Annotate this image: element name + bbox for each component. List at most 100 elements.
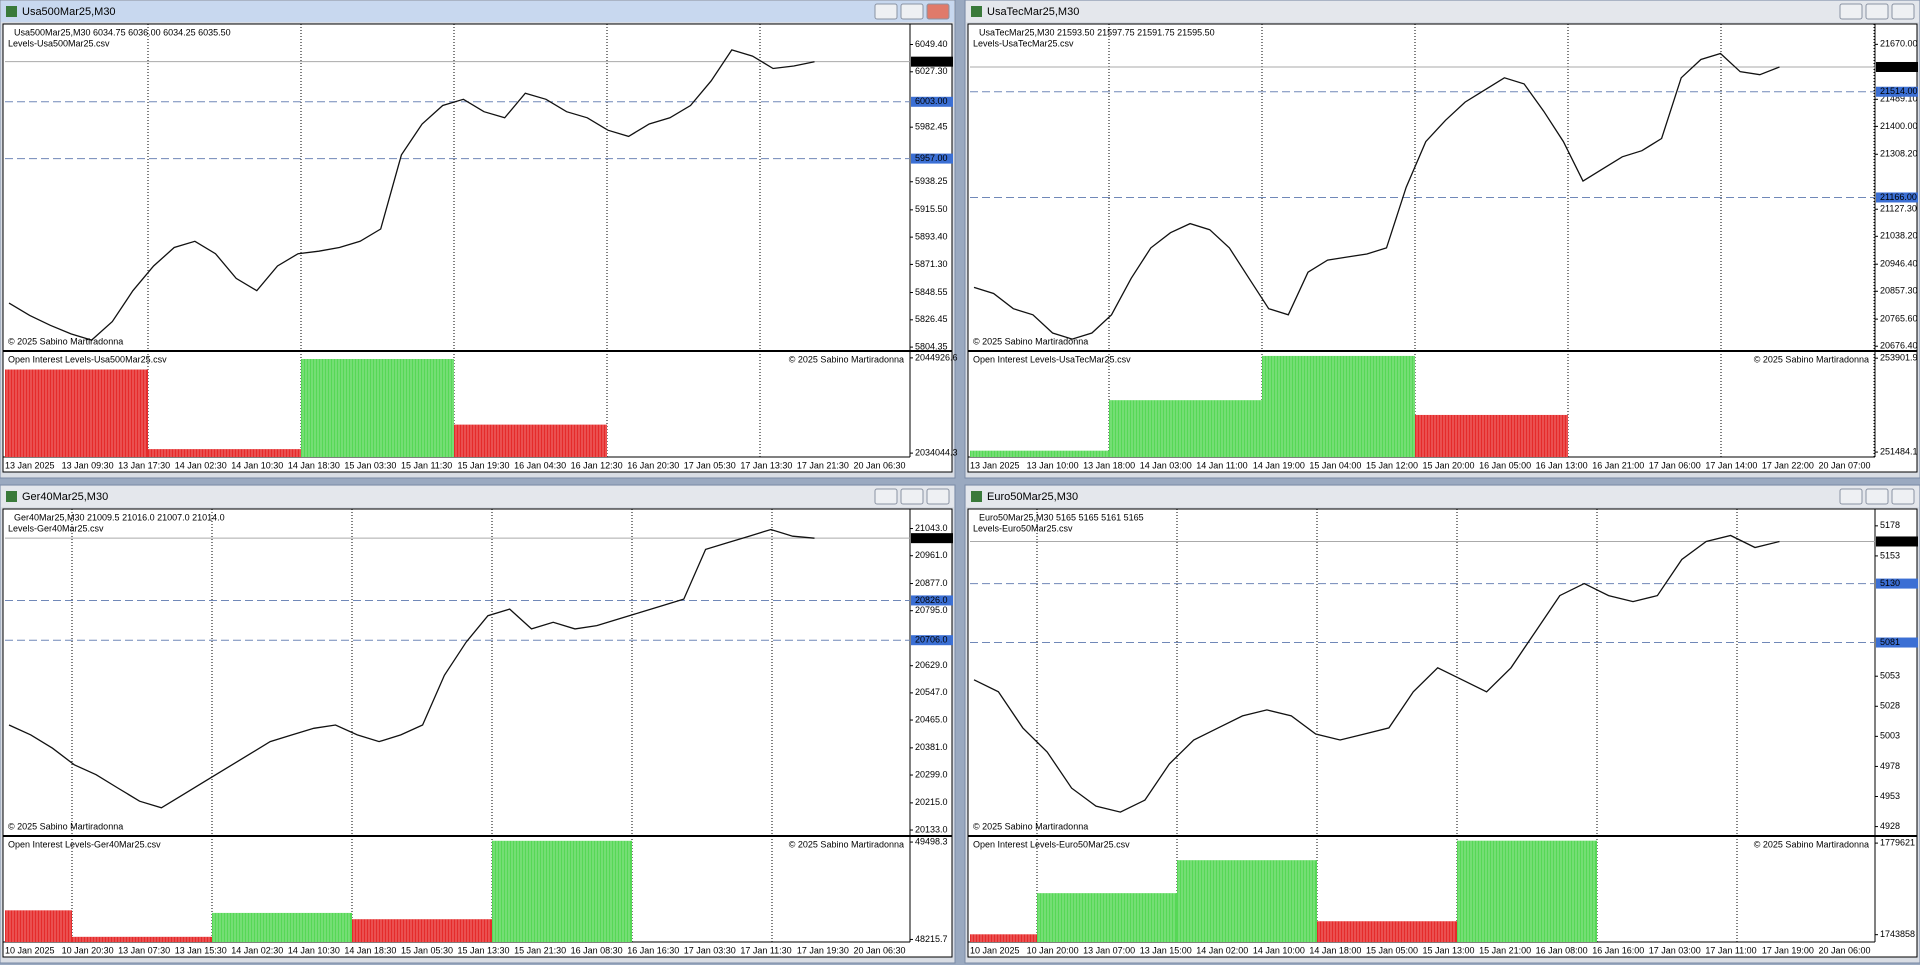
minimize-button[interactable] (1839, 3, 1863, 20)
price-line (8, 49, 815, 341)
price-tick-label: 5178 (1880, 520, 1900, 530)
oi-bar (5, 369, 148, 457)
levels-file: Levels-Ger40Mar25.csv (8, 523, 104, 533)
minimize-button[interactable] (874, 3, 898, 20)
level-label-bg (1876, 192, 1918, 203)
time-label: 13 Jan 15:00 (1140, 945, 1192, 955)
copyright: © 2025 Sabino Martiradonna (973, 821, 1088, 831)
maximize-button[interactable] (900, 3, 924, 20)
oi-tick-label: 253901.9 (1880, 353, 1918, 363)
chart-header: Usa500Mar25,M30 6034.75 6036.00 6034.25 … (14, 27, 231, 37)
price-tick-label: 5028 (1880, 701, 1900, 711)
oi-copyright: © 2025 Sabino Martiradonna (1754, 354, 1869, 364)
title-bar (1, 486, 954, 507)
time-label: 14 Jan 03:00 (1140, 460, 1192, 470)
oi-bar (970, 450, 1109, 457)
price-tick-label: 20299.0 (915, 769, 948, 779)
chart-window: Euro50Mar25,M30 5178 5153 5053 5028 5003 4978 4… (964, 484, 1920, 964)
level-label: 20706.0 (915, 635, 948, 645)
oi-bar (301, 359, 454, 457)
last-price-bg (911, 533, 953, 544)
level-label: 21514.00 (1880, 86, 1918, 96)
level-label-bg (1876, 86, 1918, 97)
levels-file: Levels-UsaTecMar25.csv (973, 38, 1074, 48)
oi-tick-label: 1743858 (1880, 929, 1915, 939)
last-price-bg (1876, 536, 1918, 547)
time-label: 13 Jan 07:00 (1083, 945, 1135, 955)
time-label: 14 Jan 11:00 (1196, 460, 1247, 470)
price-tick-label: 5826.45 (915, 314, 948, 324)
levels-file: Levels-Euro50Mar25.csv (973, 523, 1073, 533)
last-price-label: 21014.0 (915, 533, 948, 543)
title-bar (966, 1, 1919, 22)
price-tick-label: 5053 (1880, 671, 1900, 681)
time-label: 13 Jan 07:30 (118, 945, 170, 955)
price-tick-label: 20133.0 (915, 824, 948, 834)
close-button[interactable] (1891, 488, 1915, 505)
copyright: © 2025 Sabino Martiradonna (8, 821, 123, 831)
price-tick-label: 20877.0 (915, 578, 948, 588)
time-label: 14 Jan 18:00 (1309, 945, 1361, 955)
time-label: 16 Jan 12:30 (571, 460, 623, 470)
oi-bar (352, 919, 492, 942)
time-label: 17 Jan 06:00 (1649, 460, 1701, 470)
level-label-bg (911, 96, 953, 107)
close-button[interactable] (1891, 3, 1915, 20)
time-label: 10 Jan 2025 (970, 945, 1020, 955)
price-tick-label: 20547.0 (915, 687, 948, 697)
chart-area (2, 23, 953, 473)
time-label: 15 Jan 13:00 (1423, 945, 1475, 955)
oi-label: Open Interest Levels-Usa500Mar25.csv (8, 354, 167, 364)
minimize-button[interactable] (874, 488, 898, 505)
window-title: UsaTecMar25,M30 (987, 6, 1079, 18)
price-tick-label: 4953 (1880, 791, 1900, 801)
price-tick-label: 4928 (1880, 821, 1900, 831)
price-tick-label: 5003 (1880, 731, 1900, 741)
time-label: 17 Jan 11:00 (1705, 945, 1756, 955)
level-label-bg (1876, 637, 1918, 648)
copyright: © 2025 Sabino Martiradonna (973, 336, 1088, 346)
time-label: 13 Jan 2025 (970, 460, 1020, 470)
oi-bar (148, 449, 301, 457)
maximize-button[interactable] (1865, 3, 1889, 20)
price-tick-label: 21400.00 (1880, 121, 1918, 131)
time-label: 20 Jan 06:30 (853, 460, 905, 470)
level-label-bg (1876, 578, 1918, 589)
close-button[interactable] (926, 3, 950, 20)
maximize-button[interactable] (900, 488, 924, 505)
price-tick-label: 5153 (1880, 550, 1900, 560)
level-label: 21166.00 (1880, 192, 1917, 202)
time-label: 17 Jan 19:30 (797, 945, 849, 955)
window-icon (971, 6, 982, 17)
chart-header: Euro50Mar25,M30 5165 5165 5161 5165 (979, 512, 1144, 522)
price-tick-label: 21308.20 (1880, 149, 1918, 159)
time-label: 20 Jan 06:30 (853, 945, 905, 955)
oi-bar (1177, 860, 1317, 942)
oi-copyright: © 2025 Sabino Martiradonna (789, 354, 904, 364)
oi-tick-label: 1779621 (1880, 837, 1915, 847)
price-tick-label: 6049.40 (915, 39, 948, 49)
time-label: 15 Jan 20:00 (1423, 460, 1475, 470)
level-label: 20826.0 (915, 595, 948, 605)
time-label: 14 Jan 18:30 (288, 460, 340, 470)
time-label: 16 Jan 08:00 (1536, 945, 1588, 955)
oi-bar (492, 840, 632, 942)
chart-area (2, 508, 953, 958)
title-bar (1, 1, 954, 22)
maximize-button[interactable] (1865, 488, 1889, 505)
close-button[interactable] (926, 488, 950, 505)
price-tick-label: 20857.30 (1880, 286, 1918, 296)
price-tick-label: 20381.0 (915, 742, 948, 752)
price-tick-label: 21127.30 (1880, 204, 1917, 214)
time-label: 15 Jan 13:30 (458, 945, 510, 955)
minimize-button[interactable] (1839, 488, 1863, 505)
time-label: 14 Jan 19:00 (1253, 460, 1305, 470)
time-label: 16 Jan 16:00 (1592, 945, 1644, 955)
time-label: 20 Jan 07:00 (1818, 460, 1870, 470)
oi-bar (5, 910, 72, 942)
price-tick-label: 20946.40 (1880, 259, 1918, 269)
level-label: 5130 (1880, 578, 1900, 588)
time-label: 13 Jan 18:00 (1083, 460, 1135, 470)
time-label: 10 Jan 20:30 (62, 945, 114, 955)
